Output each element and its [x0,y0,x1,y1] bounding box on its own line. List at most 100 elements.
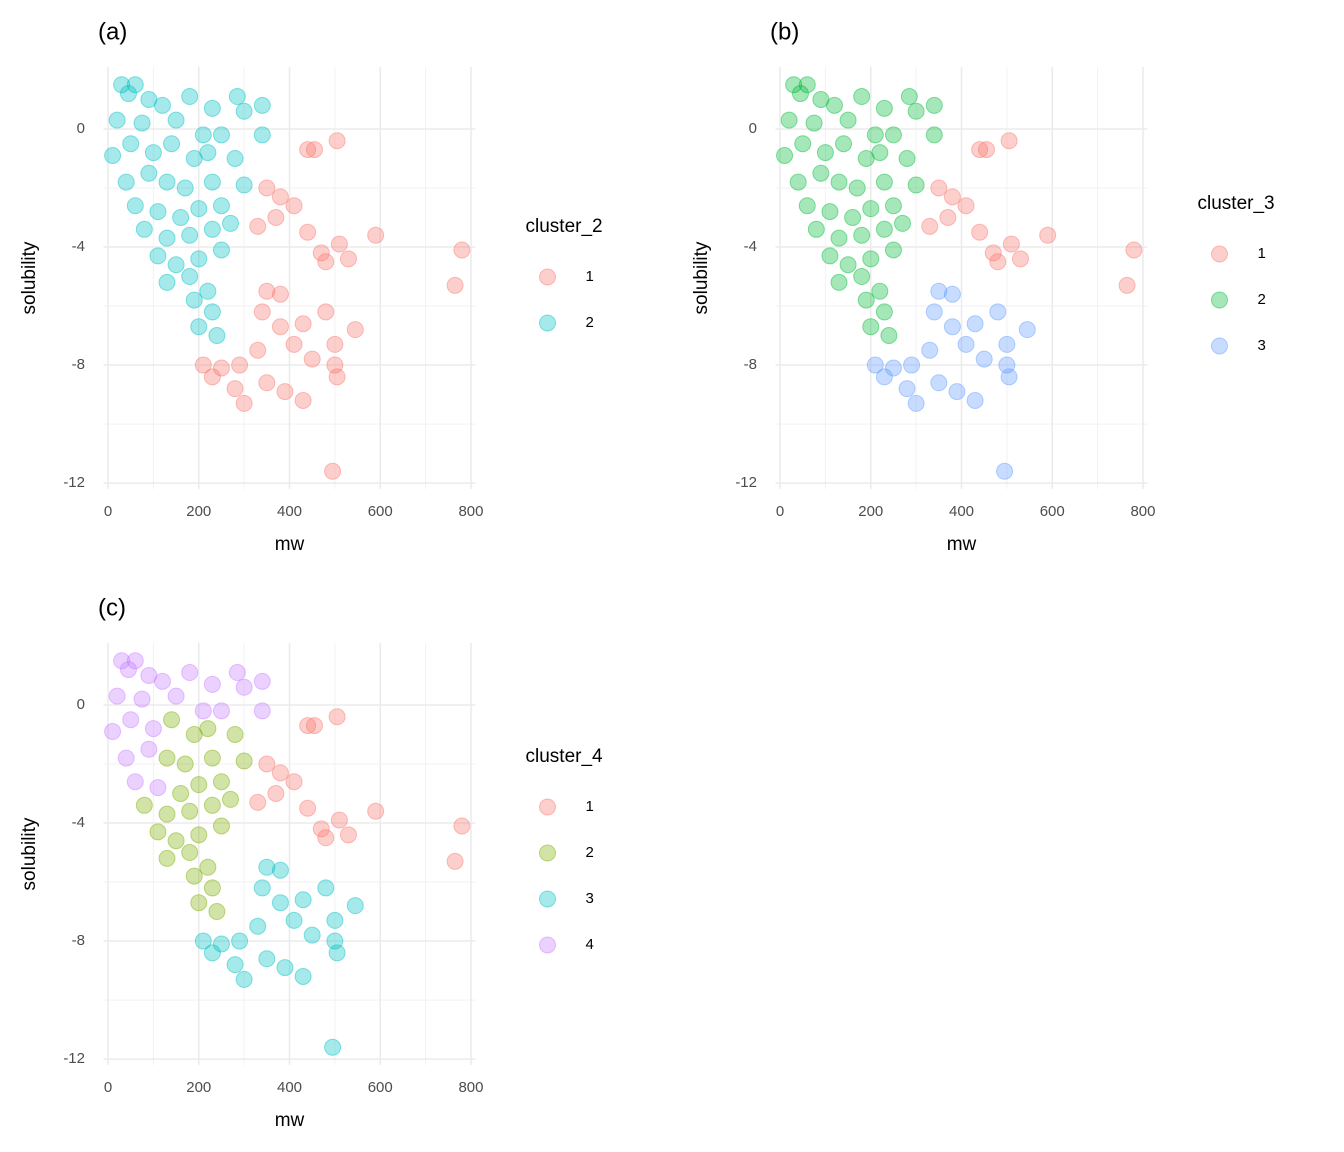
point [866,356,884,374]
point [326,911,344,929]
y-tick-label: 0 [749,120,757,137]
point [830,273,848,291]
panel: (a) 0 200 400 600 800 0 -4 -8 -12 mw solubility clus… [19,18,603,555]
x-tick-label: 200 [858,503,883,520]
legend-key [539,314,556,332]
point [212,935,230,953]
point [267,785,285,803]
point [853,226,871,244]
point [446,852,464,870]
point [998,356,1016,374]
point [812,90,830,108]
point [798,197,816,215]
point [199,720,217,738]
point [190,200,208,218]
point [943,318,961,336]
point [294,315,312,333]
point [271,894,289,912]
point [271,318,289,336]
panel-title: (c) [98,594,126,621]
point [203,675,221,693]
point [163,711,181,729]
point [339,250,357,268]
point [167,687,185,705]
point [133,690,151,708]
point [113,76,131,94]
x-tick-label: 800 [458,1079,483,1096]
point [880,327,898,345]
point [249,793,267,811]
point [312,244,330,262]
point [299,799,317,817]
point [328,944,346,962]
point [226,149,244,167]
point [989,303,1007,321]
point [249,917,267,935]
point [898,380,916,398]
point [190,776,208,794]
point [253,879,271,897]
point [119,661,137,679]
legend-key [539,798,556,816]
point [1018,321,1036,339]
legend-title: cluster_3 [1198,193,1275,214]
point [794,135,812,153]
point [317,253,335,271]
x-tick-label: 800 [458,503,483,520]
point [328,368,346,386]
point [203,749,221,767]
legend-label: 1 [586,798,594,815]
point [122,135,140,153]
point [190,250,208,268]
point [226,380,244,398]
point [862,250,880,268]
point [212,817,230,835]
point [326,335,344,353]
point [324,462,342,480]
x-tick-label: 0 [776,503,784,520]
point [144,720,162,738]
point [235,394,253,412]
point [346,321,364,339]
point [119,85,137,103]
point [212,702,230,720]
point [203,944,221,962]
x-tick-label: 0 [104,1079,112,1096]
legend-label: 2 [586,844,594,861]
point [181,88,199,106]
x-tick-label: 800 [1130,503,1155,520]
point [140,90,158,108]
point [821,247,839,265]
point [185,867,203,885]
point [791,85,809,103]
y-axis-title: solubility [691,241,712,314]
point [271,188,289,206]
point [328,132,346,150]
point [294,967,312,985]
point [149,779,167,797]
point [921,217,939,235]
y-tick-label: -8 [72,932,85,949]
point [212,197,230,215]
point [108,111,126,129]
x-tick-label: 600 [368,1079,393,1096]
point [862,318,880,336]
point [158,229,176,247]
point [235,176,253,194]
point [267,209,285,227]
point [167,256,185,274]
point [122,711,140,729]
point [203,173,221,191]
point [226,956,244,974]
point [305,141,323,159]
point [276,959,294,977]
x-tick-label: 400 [277,503,302,520]
point [163,135,181,153]
point [203,879,221,897]
point [158,273,176,291]
point [285,911,303,929]
point [984,244,1002,262]
point [117,749,135,767]
point [104,723,122,741]
